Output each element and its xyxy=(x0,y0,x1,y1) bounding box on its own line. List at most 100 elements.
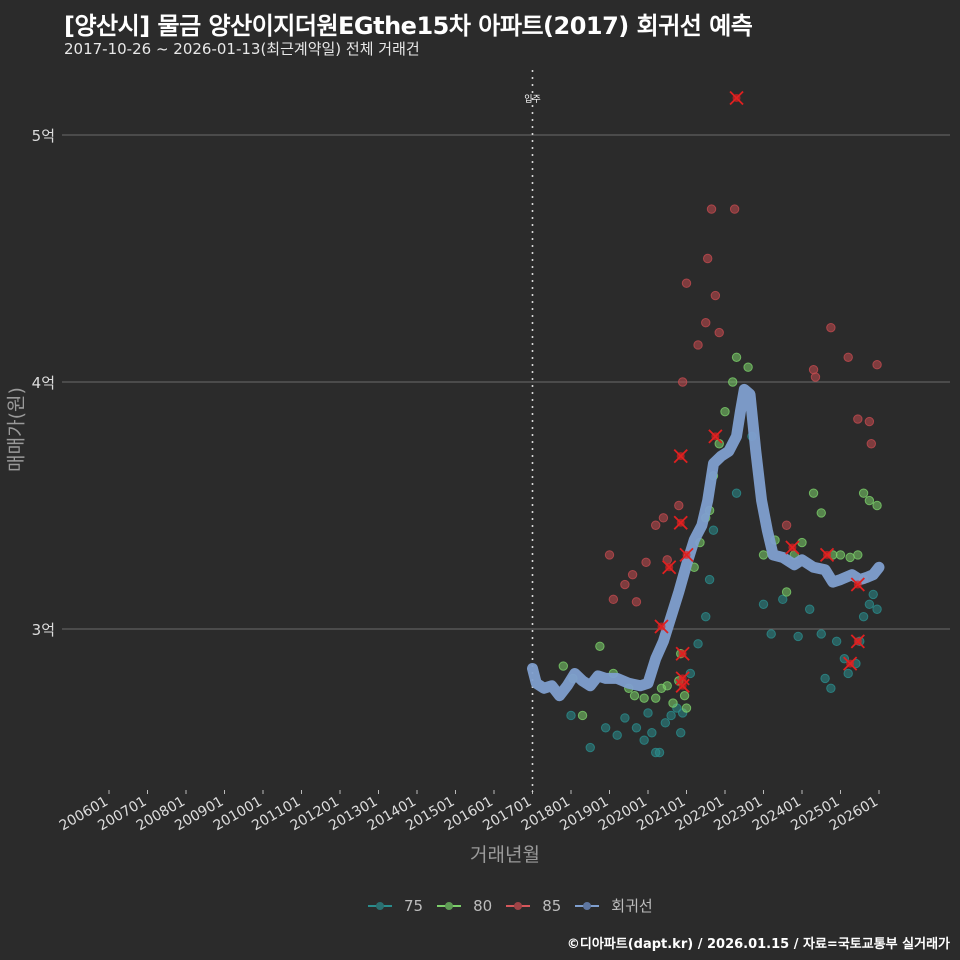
cancelled-deal-x-icon xyxy=(842,656,858,671)
data-point-75 xyxy=(805,604,815,614)
data-point-85 xyxy=(781,520,792,530)
cancelled-deal-x-icon xyxy=(785,540,800,555)
legend-label: 80 xyxy=(473,896,493,915)
data-point-80 xyxy=(720,406,730,417)
data-point-85 xyxy=(872,360,882,370)
data-point-75 xyxy=(758,599,769,609)
data-point-85 xyxy=(853,414,863,424)
data-point-85 xyxy=(658,513,669,523)
data-point-80 xyxy=(558,661,568,671)
regression-line xyxy=(527,383,885,702)
cancelled-deal-x-icon xyxy=(675,678,690,693)
data-point-75 xyxy=(566,710,576,721)
data-point-75 xyxy=(778,594,788,605)
data-point-85 xyxy=(810,372,821,382)
legend-item-85: 85 xyxy=(506,897,561,915)
data-point-80 xyxy=(816,508,826,518)
chart-subtitle: 2017-10-26 ~ 2026-01-13(최근계약일) 전체 거래건 xyxy=(64,40,420,58)
data-point-80 xyxy=(577,710,588,721)
data-point-75 xyxy=(820,673,830,684)
data-point-85 xyxy=(608,594,619,605)
data-point-75 xyxy=(816,629,826,639)
data-point-85 xyxy=(710,290,721,301)
data-point-85 xyxy=(843,352,853,362)
data-point-75 xyxy=(731,488,742,498)
data-point-85 xyxy=(864,416,875,427)
data-point-80 xyxy=(728,377,738,387)
data-point-75 xyxy=(843,668,853,679)
chart-title: [양산시] 물금 양산이지더원EGthe15차 아파트(2017) 회귀선 예측 xyxy=(64,12,753,40)
data-point-85 xyxy=(604,550,615,560)
data-point-80 xyxy=(845,552,855,563)
data-point-75 xyxy=(585,742,595,753)
source-credit: ©디아파트(dapt.kr) / 2026.01.15 / 자료=국토교통부 실… xyxy=(566,937,950,952)
data-point-80 xyxy=(858,488,869,498)
data-point-75 xyxy=(631,723,642,733)
data-point-80 xyxy=(681,703,692,713)
data-point-75 xyxy=(864,599,875,609)
data-point-85 xyxy=(674,500,684,511)
y-tick-label: 4억 xyxy=(32,374,55,392)
y-tick-label: 3억 xyxy=(32,621,55,639)
data-point-75 xyxy=(708,525,719,535)
x-axis: 2006012007012008012009012010012011012012… xyxy=(57,790,881,834)
legend-item-regression: 회귀선 xyxy=(575,895,653,916)
data-point-85 xyxy=(677,377,688,387)
data-point-85 xyxy=(866,439,876,449)
y-axis: 3억 4억 5억 xyxy=(32,127,55,639)
data-point-80 xyxy=(808,488,819,498)
data-point-75 xyxy=(826,683,836,693)
cancelled-deal-x-icon xyxy=(673,515,688,530)
data-point-85 xyxy=(627,569,638,580)
data-point-85 xyxy=(826,322,836,333)
legend-item-80: 80 xyxy=(437,897,492,915)
cancelled-deal-x-icon xyxy=(850,634,865,649)
cancelled-deal-x-icon xyxy=(654,619,669,634)
grid-lines xyxy=(62,134,950,630)
data-point-80 xyxy=(629,690,640,701)
scatter-points xyxy=(558,204,882,758)
data-point-80 xyxy=(864,495,875,506)
data-point-75 xyxy=(647,728,657,738)
data-point-80 xyxy=(639,693,649,703)
data-point-75 xyxy=(872,604,882,614)
y-tick-label: 5억 xyxy=(32,127,55,145)
cancelled-deal-x-icon xyxy=(675,646,690,661)
cancelled-deal-x-icon xyxy=(708,429,723,444)
data-point-80 xyxy=(835,550,846,560)
cancelled-deal-x-icon xyxy=(679,547,694,563)
data-point-75 xyxy=(793,631,803,642)
data-point-85 xyxy=(651,520,661,530)
data-point-85 xyxy=(714,327,724,338)
data-point-85 xyxy=(641,557,651,568)
data-point-75 xyxy=(685,668,696,679)
cancelled-deal-x-icon xyxy=(819,547,835,563)
legend-label: 85 xyxy=(542,896,562,915)
data-point-75 xyxy=(858,611,869,622)
data-point-85 xyxy=(620,579,630,590)
cancelled-deal-x-icon xyxy=(673,448,688,464)
data-point-75 xyxy=(868,589,878,600)
move-in-label: 입주 xyxy=(524,93,541,105)
data-point-80 xyxy=(743,362,753,372)
data-point-75 xyxy=(831,636,842,647)
data-point-75 xyxy=(612,730,622,740)
data-point-80 xyxy=(679,690,690,701)
data-point-75 xyxy=(704,574,715,585)
cancelled-deal-x-icon xyxy=(662,560,677,575)
x-axis-title: 거래년월 xyxy=(470,844,540,866)
data-point-85 xyxy=(729,204,740,214)
data-point-75 xyxy=(660,718,671,728)
data-point-80 xyxy=(781,587,792,597)
data-point-80 xyxy=(595,641,605,651)
data-point-80 xyxy=(731,352,742,362)
data-point-80 xyxy=(853,550,863,560)
legend-key-85-icon xyxy=(506,901,531,911)
legend-key-regression-icon xyxy=(575,901,600,911)
data-point-75 xyxy=(654,747,665,758)
data-point-75 xyxy=(620,713,630,723)
data-point-80 xyxy=(662,681,672,691)
data-point-75 xyxy=(600,723,611,733)
cancelled-deal-markers xyxy=(654,90,865,693)
